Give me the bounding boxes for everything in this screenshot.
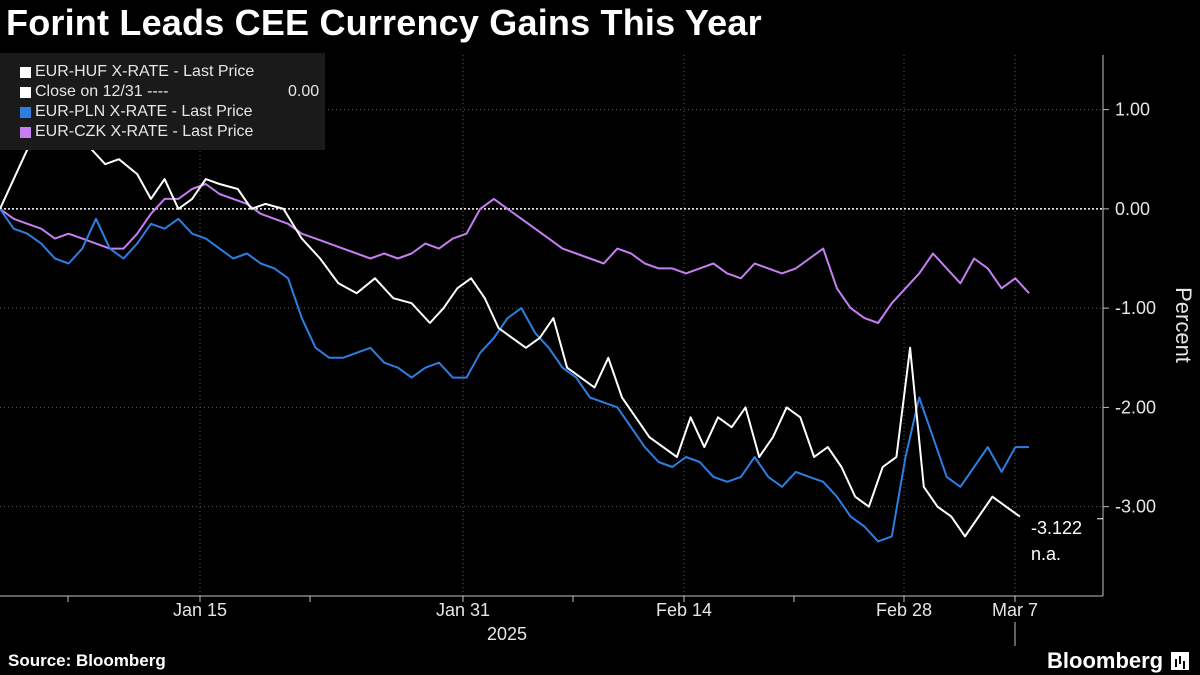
last-value-box	[1027, 507, 1097, 530]
y-tick-label: -1.00	[1115, 298, 1156, 318]
legend-swatch-eur-huf	[20, 66, 31, 78]
y-tick-label: -3.00	[1115, 497, 1156, 517]
legend-label-close: Close on 12/31 ----	[35, 83, 169, 100]
x-tick-label: Jan 15	[173, 600, 227, 620]
brand-name: Bloomberg	[1047, 648, 1164, 673]
series-line-eur-czk	[0, 183, 1030, 324]
legend-label-eur-czk: EUR-CZK X-RATE - Last Price	[35, 123, 254, 140]
y-axis-label: Percent	[1171, 287, 1196, 363]
legend-label-eur-huf: EUR-HUF X-RATE - Last Price	[35, 63, 255, 80]
legend-value-close: 0.00	[288, 83, 320, 100]
bloomberg-icon	[1171, 652, 1190, 670]
x-tick-label: Feb 28	[876, 600, 932, 620]
legend: EUR-HUF X-RATE - Last Price Close on 12/…	[0, 53, 325, 150]
na-label: n.a.	[1031, 544, 1061, 564]
brand-logo: Bloomberg	[1047, 648, 1190, 674]
source-note: Source: Bloomberg	[8, 651, 166, 670]
y-tick-label: -2.00	[1115, 397, 1156, 417]
legend-swatch-eur-pln	[20, 106, 31, 118]
last-value-label: -3.122	[1031, 518, 1082, 538]
legend-item-close: Close on 12/31 ----	[20, 83, 168, 101]
x-year-label: 2025	[487, 624, 527, 644]
legend-label-eur-pln: EUR-PLN X-RATE - Last Price	[35, 103, 253, 120]
x-tick-label: Jan 31	[436, 600, 490, 620]
legend-swatch-eur-czk	[20, 126, 31, 138]
series-line-eur-pln	[0, 208, 1029, 543]
legend-item-eur-huf: EUR-HUF X-RATE - Last Price	[20, 63, 254, 81]
y-tick-label: 1.00	[1115, 100, 1150, 120]
series-line-eur-huf	[0, 98, 1021, 538]
legend-swatch-close	[20, 86, 31, 98]
chart-title: Forint Leads CEE Currency Gains This Yea…	[6, 2, 762, 43]
y-tick-label: 0.00	[1115, 199, 1150, 219]
legend-item-eur-pln: EUR-PLN X-RATE - Last Price	[20, 103, 253, 121]
x-tick-label: Mar 7	[992, 600, 1038, 620]
x-tick-label: Feb 14	[656, 600, 712, 620]
legend-item-eur-czk: EUR-CZK X-RATE - Last Price	[20, 123, 253, 141]
